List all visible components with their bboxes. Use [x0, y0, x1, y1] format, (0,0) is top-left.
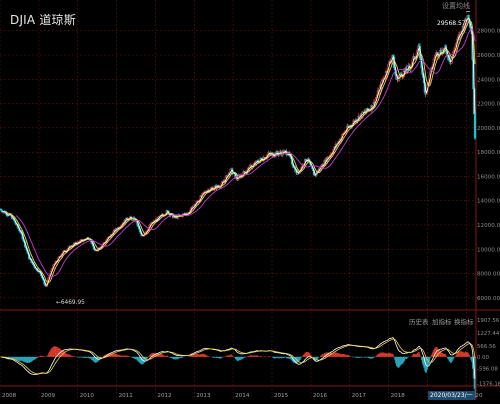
macd-tick-label: -596.08: [477, 366, 498, 372]
y-tick-label: 8000.00: [477, 272, 500, 278]
x-tick-label: 2012: [157, 393, 171, 399]
y-tick-label: 12000.00: [477, 223, 500, 229]
candle-body: [473, 113, 477, 139]
ma-line-10: [6, 20, 476, 283]
settings-ma-button[interactable]: 设置均线: [442, 2, 470, 10]
macd-tick-label: 1227.44: [477, 331, 500, 337]
y-tick-label: 14000.00: [477, 199, 500, 205]
x-tick-label: 2009: [41, 393, 56, 399]
chart-title: DJIA 道琼斯: [10, 13, 76, 27]
y-tick-label: 20000.00: [477, 126, 500, 132]
x-tick-label: 2014: [235, 393, 250, 399]
tab-change-indicator[interactable]: 换指标: [454, 318, 474, 326]
macd-tick-label: -1376.16: [477, 382, 500, 388]
x-tick-label: 2015: [274, 393, 289, 399]
macd-tick-label: 1907.56: [477, 318, 500, 324]
macd-tick-label: 566.56: [477, 344, 496, 350]
y-tick-label: 26000.00: [477, 53, 500, 59]
x-tick-label: 2018: [391, 393, 406, 399]
macd-tick-label: 0.00: [477, 355, 490, 361]
tab-history[interactable]: 历史表: [409, 318, 429, 326]
y-tick-label: 16000.00: [477, 174, 500, 180]
high-label: 29568.57: [437, 20, 466, 27]
y-tick-label: 6000.00: [477, 296, 500, 302]
low-value: 6469.95: [60, 300, 85, 306]
y-tick-label: 24000.00: [477, 77, 500, 83]
x-tick-label: 2008: [2, 393, 17, 399]
x-tick-label: 2016: [313, 393, 328, 399]
ma-line-5: [2, 17, 476, 286]
low-label: ←6469.95: [56, 300, 85, 306]
y-tick-label: 18000.00: [477, 150, 500, 156]
tab-add-indicator[interactable]: 加指标: [432, 318, 452, 326]
cursor-date: 2020/03/23/一: [428, 391, 475, 400]
x-tick-label: 2013: [196, 393, 211, 399]
x-tick-label: 2017: [352, 393, 367, 399]
ma-line-20: [15, 28, 476, 277]
x-tick-label: 2010: [80, 393, 95, 399]
x-tick-label: 2020: [468, 393, 483, 399]
macd-dea-line: [0, 338, 476, 375]
y-tick-label: 22000.00: [477, 102, 500, 108]
y-tick-label: 10000.00: [477, 247, 500, 253]
x-tick-label: 2011: [119, 393, 134, 399]
y-tick-label: 28000.00: [477, 29, 500, 35]
